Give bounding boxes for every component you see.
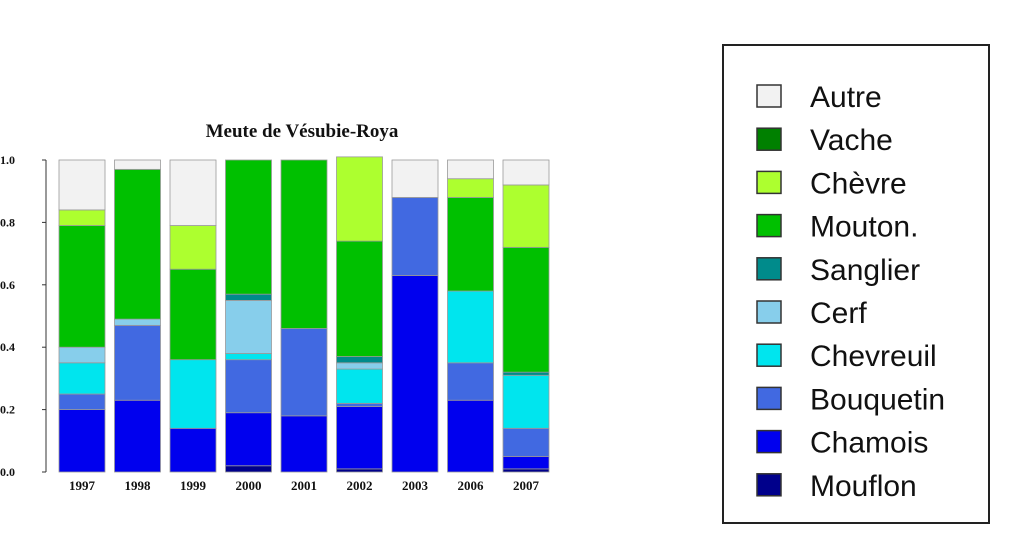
bar-segment-autre-2003 (391, 159, 439, 198)
bar-segment-chamois-1998 (114, 399, 161, 473)
bar-segment-mouflon-2000 (225, 465, 272, 473)
legend-label: Sanglier (810, 254, 920, 287)
bar-segment-chamois-2003 (391, 275, 439, 473)
legend-swatch (756, 386, 782, 411)
bar-segment-cerf-2000 (225, 299, 272, 354)
legend: Autre Vache Chèvre Mouton. Sanglier Cerf Chevr… (722, 44, 990, 524)
legend-label: Chamois (810, 427, 928, 460)
bar-segment-autre-2007 (502, 159, 550, 186)
bar-segment-bouquetin-1998 (114, 324, 161, 401)
bar-segment-sanglier-2000 (225, 293, 272, 301)
bar-segment-chamois-2002 (336, 406, 383, 470)
x-tick-label: 2001 (291, 478, 317, 493)
bar-segment-mouton-2002 (336, 240, 383, 357)
y-tick-label: 0.6 (0, 278, 15, 292)
legend-swatch (756, 127, 782, 151)
bar-segment-mouton-1999 (169, 268, 217, 361)
bar-segment-chamois-2007 (502, 455, 550, 470)
y-tick-label: 0.0 (0, 465, 15, 479)
bar-segment-mouton-2007 (502, 246, 550, 373)
bar-segment-bouquetin-2007 (502, 427, 550, 457)
x-tick-label: 1998 (125, 478, 152, 493)
bar-segment-mouton-2001 (280, 159, 328, 329)
bar-segment-bouquetin-2003 (391, 197, 439, 276)
legend-swatch (756, 84, 782, 108)
bar-segment-mouton-2006 (447, 197, 494, 292)
bar-segment-cerf-1998 (114, 318, 161, 326)
bar-segment-chevreuil-2002 (336, 368, 383, 404)
bar-segment-chevreuil-2007 (502, 374, 550, 429)
bar-segment-chamois-1999 (169, 427, 217, 473)
legend-swatch (756, 429, 782, 454)
y-tick-label: 0.2 (0, 403, 15, 417)
x-tick-label: 2000 (236, 478, 262, 493)
legend-swatch (756, 300, 782, 324)
bar-segment-autre-1998 (114, 159, 161, 170)
legend-swatch (756, 213, 782, 238)
x-tick-label: 1999 (180, 478, 207, 493)
legend-swatch (756, 170, 782, 195)
legend-swatch (756, 343, 782, 367)
legend-swatch (756, 473, 782, 497)
bar-segment-bouquetin-2001 (280, 328, 328, 417)
legend-label: Cerf (810, 297, 867, 330)
legend-label: Mouflon (810, 470, 917, 503)
bar-segment-chamois-2006 (447, 399, 494, 473)
bar-segment-chvre-1997 (58, 209, 106, 226)
bar-segment-bouquetin-2006 (447, 362, 494, 401)
legend-label: Mouton. (810, 211, 918, 244)
bar-segment-bouquetin-1997 (58, 393, 106, 411)
bar-segment-cerf-2002 (336, 362, 383, 370)
bar-segment-chamois-1997 (58, 409, 106, 473)
legend-label: Vache (810, 124, 893, 157)
bar-segment-chevreuil-2000 (225, 353, 272, 361)
legend-label: Bouquetin (810, 383, 945, 416)
bar-segment-autre-1997 (58, 159, 106, 211)
x-tick-label: 2002 (347, 478, 373, 493)
bar-segment-bouquetin-2000 (225, 359, 272, 414)
bar-segment-sanglier-2002 (336, 356, 383, 364)
legend-label: Chèvre (810, 167, 907, 200)
y-tick-label: 1.0 (0, 153, 15, 167)
y-tick-label: 0.8 (0, 215, 15, 229)
bar-segment-autre-2006 (447, 159, 494, 180)
bar-segment-mouton-1998 (114, 168, 161, 320)
bar-segment-mouflon-2002 (336, 468, 383, 473)
chart-title: Meute de Vésubie-Roya (206, 121, 399, 142)
x-tick-label: 2003 (402, 478, 429, 493)
bar-segment-chevreuil-1999 (169, 359, 217, 429)
legend-label: Chevreuil (810, 340, 937, 373)
x-tick-label: 1997 (69, 478, 96, 493)
bar-segment-chamois-2000 (225, 412, 272, 467)
bar-segment-autre-1999 (169, 159, 217, 226)
bar-segment-chvre-2007 (502, 184, 550, 248)
plot-area: 0.0 0.2 0.4 0.6 0.8 1.0 1997 1998 1999 2000 2001 20… (0, 153, 550, 493)
bar-segment-mouton-1997 (58, 225, 106, 348)
bar-segment-chamois-2001 (280, 415, 328, 473)
legend-label: Autre (810, 81, 882, 114)
bar-segment-chvre-2002 (336, 156, 383, 242)
y-tick-label: 0.4 (0, 340, 15, 354)
bar-segment-chevreuil-2006 (447, 290, 494, 364)
bar-segment-mouflon-2007 (502, 468, 550, 473)
x-tick-label: 2006 (458, 478, 485, 493)
x-tick-label: 2007 (513, 478, 540, 493)
bar-segment-bouquetin-2002 (336, 402, 383, 407)
bar-segment-mouton-2000 (225, 159, 272, 295)
bar-segment-cerf-1997 (58, 346, 106, 364)
bar-segment-chevreuil-1997 (58, 362, 106, 395)
legend-swatch (756, 257, 782, 281)
bar-segment-chvre-2006 (447, 178, 494, 198)
bar-segment-sanglier-2007 (502, 371, 550, 376)
bar-segment-chvre-1999 (169, 225, 217, 270)
